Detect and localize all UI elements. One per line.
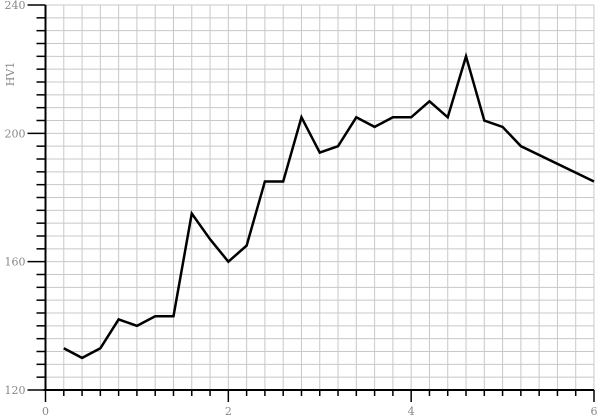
series (63, 51, 595, 360)
x-tick-label: 4 (408, 405, 415, 417)
x-tick-label: 6 (591, 405, 598, 417)
tick-labels: 0 2 4 6 120 160 200 240 (5, 0, 598, 417)
data-line (63, 51, 595, 360)
y-axis-label: HV1 (4, 62, 17, 87)
grid (45, 4, 595, 391)
y-tick-label: 160 (5, 256, 26, 269)
y-tick-label: 240 (5, 0, 26, 12)
axes (27, 4, 595, 402)
x-tick-label: 0 (42, 405, 49, 417)
x-tick-label: 2 (225, 405, 232, 417)
y-tick-label: 120 (5, 384, 26, 397)
y-tick-label: 200 (5, 127, 26, 140)
